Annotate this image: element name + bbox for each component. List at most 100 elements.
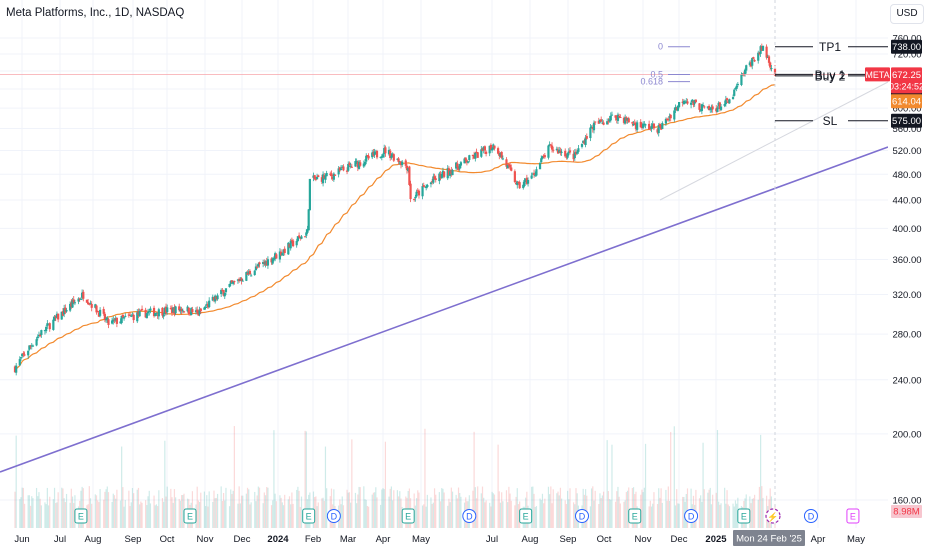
candle-body xyxy=(313,175,316,179)
volume-bar xyxy=(532,486,534,528)
candle-body xyxy=(30,345,33,347)
volume-bar xyxy=(357,494,359,528)
volume-bar xyxy=(340,504,342,528)
volume-bar xyxy=(124,500,126,528)
candle-body xyxy=(709,108,712,110)
volume-bar xyxy=(648,506,650,528)
candle-body xyxy=(342,166,345,171)
candle-body xyxy=(103,313,106,321)
candle-body xyxy=(139,309,142,311)
volume-bar xyxy=(304,430,306,528)
candle-body xyxy=(107,319,110,325)
volume-bar xyxy=(148,490,150,528)
volume-bar xyxy=(53,487,56,528)
candle-body xyxy=(270,258,273,263)
volume-bar xyxy=(598,504,600,528)
candle-body xyxy=(417,190,421,196)
volume-bar xyxy=(284,494,286,528)
volume-bar xyxy=(49,496,51,528)
candle-body xyxy=(247,271,250,274)
candle-body xyxy=(699,110,702,112)
candle-body xyxy=(458,164,461,169)
candle-body xyxy=(146,311,150,314)
volume-bar xyxy=(128,490,130,528)
candle-body xyxy=(241,280,244,282)
candle-body xyxy=(300,236,303,239)
time-axis-tick: 2024 xyxy=(267,534,289,545)
candle-body xyxy=(128,314,132,316)
volume-bar xyxy=(481,486,484,528)
candle-body xyxy=(423,186,427,188)
candle-body xyxy=(191,309,194,313)
candle-body xyxy=(55,313,59,318)
crosshair-date-box xyxy=(733,530,805,546)
candle-body xyxy=(700,104,703,112)
volume-bar xyxy=(716,430,719,528)
candle-body xyxy=(40,330,43,335)
volume-bar xyxy=(270,505,273,528)
volume-bar xyxy=(163,501,165,528)
candle-body xyxy=(106,317,109,320)
candle-body xyxy=(769,62,772,68)
volume-bar xyxy=(734,500,737,528)
volume-bar xyxy=(372,492,375,528)
candle-body xyxy=(446,168,449,179)
candle-body xyxy=(615,117,618,121)
candle-body xyxy=(379,156,382,158)
candle-body xyxy=(332,173,335,180)
volume-bar xyxy=(459,493,461,528)
volume-bar xyxy=(240,495,243,528)
volume-bar xyxy=(631,487,633,528)
volume-bar xyxy=(63,498,65,528)
volume-bar xyxy=(279,495,281,528)
volume-bar xyxy=(418,492,420,528)
current-price-text: 672.25 xyxy=(892,70,921,81)
volume-bar xyxy=(91,503,93,528)
volume-bar xyxy=(115,498,117,528)
candle-body xyxy=(752,57,755,59)
candle-body xyxy=(658,124,662,127)
volume-bar xyxy=(424,428,426,528)
candle-body xyxy=(396,158,399,160)
candle-body xyxy=(88,303,91,305)
volume-bar xyxy=(391,500,394,528)
candle-body xyxy=(145,313,148,319)
volume-bar xyxy=(549,494,551,528)
fib-level-label: 0.618 xyxy=(640,77,663,87)
candle-body xyxy=(179,309,182,312)
volume-bar xyxy=(238,486,240,528)
volume-bar xyxy=(280,497,282,528)
candle-body xyxy=(398,162,401,164)
volume-bar xyxy=(322,497,324,528)
candle-body xyxy=(190,308,193,316)
currency-button[interactable]: USD xyxy=(890,4,924,24)
candle-body xyxy=(482,146,485,150)
earnings-marker-label: E xyxy=(741,512,747,522)
time-axis-tick: Jul xyxy=(486,534,498,545)
candle-body xyxy=(256,266,259,268)
volume-bar xyxy=(576,493,578,528)
volume-bar xyxy=(40,505,42,528)
volume-bar xyxy=(71,496,74,528)
volume-bar xyxy=(266,486,268,528)
volume-bar xyxy=(698,498,701,528)
volume-bar xyxy=(733,506,735,528)
time-axis-bg xyxy=(0,528,932,550)
candle-body xyxy=(583,140,586,145)
candle-body xyxy=(265,261,268,266)
moving-average-line xyxy=(14,84,776,373)
candle-body xyxy=(475,151,478,153)
lightning-icon: ⚡ xyxy=(767,511,778,523)
candle-body xyxy=(348,163,351,165)
volume-bar xyxy=(600,497,602,528)
volume-bar xyxy=(262,503,264,528)
candle-body xyxy=(517,181,520,183)
candle-body xyxy=(197,310,200,316)
candle-body xyxy=(77,298,80,302)
volume-bar xyxy=(559,487,562,528)
candle-body xyxy=(703,106,706,108)
volume-bar xyxy=(237,503,239,528)
volume-bar xyxy=(232,490,234,528)
price-axis-tick: 600.00 xyxy=(892,104,921,115)
